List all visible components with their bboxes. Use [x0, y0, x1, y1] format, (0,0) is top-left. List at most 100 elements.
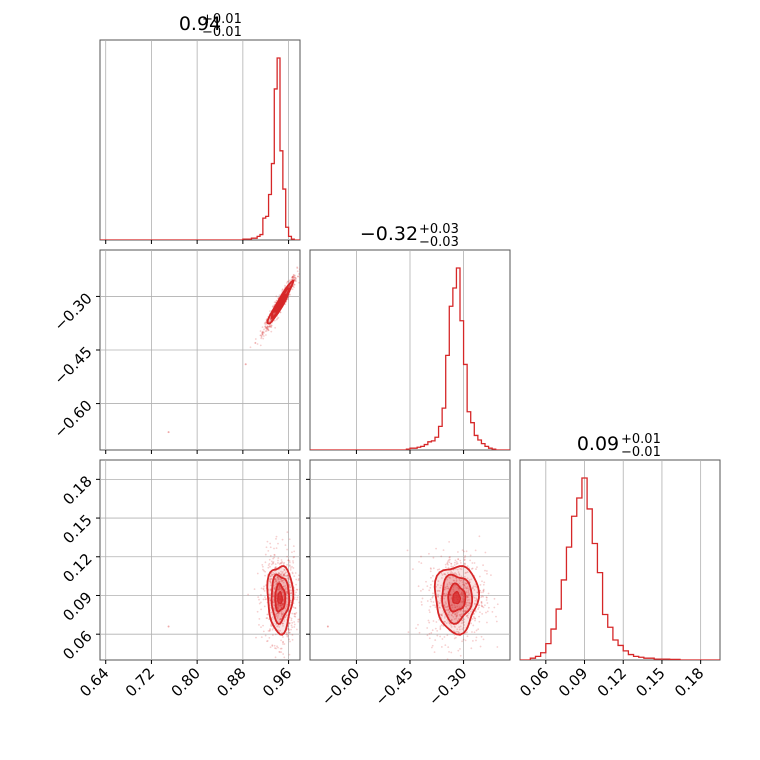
- scatter-point: [438, 568, 441, 571]
- scatter-point: [268, 580, 271, 583]
- scatter-point: [299, 604, 300, 607]
- scatter-point: [289, 565, 291, 568]
- scatter-point: [271, 573, 274, 576]
- scatter-point: [267, 329, 270, 331]
- scatter-point: [443, 636, 446, 638]
- scatter-point: [280, 562, 282, 565]
- scatter-point: [455, 563, 458, 565]
- scatter-point: [295, 588, 298, 591]
- scatter-point: [455, 579, 458, 582]
- scatter-point: [287, 628, 290, 631]
- scatter-point: [272, 571, 274, 574]
- scatter-point: [281, 570, 284, 573]
- scatter-point: [282, 653, 285, 655]
- scatter-point: [278, 294, 281, 297]
- scatter-point: [481, 605, 484, 608]
- scatter-point: [462, 600, 465, 603]
- scatter-point: [458, 572, 461, 575]
- scatter-point: [463, 585, 466, 588]
- scatter-point: [465, 550, 468, 553]
- scatter-point: [293, 615, 296, 618]
- scatter-point: [465, 602, 468, 605]
- scatter-point: [276, 576, 279, 579]
- scatter-point: [443, 617, 446, 619]
- scatter-point: [260, 336, 263, 339]
- scatter-point: [272, 595, 275, 598]
- scatter-point: [431, 595, 434, 598]
- scatter-point: [264, 330, 267, 333]
- scatter-point: [270, 625, 273, 627]
- scatter-point: [420, 590, 422, 592]
- scatter-point: [455, 560, 458, 563]
- scatter-point: [440, 555, 443, 558]
- scatter-point: [266, 326, 269, 329]
- scatter-point: [462, 638, 465, 641]
- scatter-point: [261, 563, 264, 566]
- scatter-point: [269, 319, 272, 321]
- scatter-point: [290, 619, 293, 622]
- scatter-point: [457, 571, 460, 574]
- gridlines: [356, 250, 464, 450]
- scatter-point: [284, 572, 287, 575]
- scatter-point: [277, 578, 280, 581]
- scatter-point: [292, 567, 295, 569]
- scatter-point: [293, 613, 296, 615]
- scatter-point: [297, 275, 299, 278]
- scatter-point: [474, 585, 477, 588]
- scatter-point: [431, 629, 434, 632]
- scatter-point: [444, 573, 447, 576]
- scatter-point: [452, 579, 455, 582]
- scatter-point: [463, 559, 466, 562]
- scatter-point: [291, 278, 294, 281]
- scatter-point: [279, 618, 282, 620]
- scatter-point: [479, 583, 482, 586]
- scatter-point: [280, 617, 282, 620]
- scatter-point: [290, 278, 293, 281]
- title-err-minus-param-0: −0.01: [202, 25, 242, 40]
- scatter-point: [281, 538, 284, 541]
- scatter-point: [276, 616, 279, 619]
- scatter-point: [454, 572, 456, 574]
- scatter-point: [280, 639, 282, 642]
- scatter-point: [280, 580, 283, 583]
- gridlines: [545, 460, 702, 660]
- scatter-point: [445, 622, 448, 625]
- scatter-point: [480, 635, 483, 638]
- scatter-point: [260, 636, 263, 639]
- scatter-point: [472, 616, 475, 618]
- scatter-point: [412, 568, 414, 571]
- scatter-point: [261, 565, 264, 568]
- scatter-point: [440, 572, 443, 575]
- scatter-point: [446, 562, 449, 565]
- scatter-point: [450, 598, 453, 600]
- scatter-point: [297, 620, 300, 623]
- scatter-point: [295, 578, 298, 581]
- scatter-point: [484, 551, 487, 554]
- scatter-point: [448, 581, 451, 584]
- scatter-point: [278, 563, 281, 565]
- scatter-point: [444, 620, 447, 623]
- scatter-point: [273, 319, 276, 322]
- scatter-point: [459, 567, 462, 570]
- gridlines: [100, 250, 300, 450]
- scatter-point: [470, 622, 473, 625]
- scatter-point: [280, 615, 283, 618]
- scatter-point: [275, 647, 278, 650]
- scatter-point: [463, 556, 466, 559]
- scatter-point: [444, 644, 447, 647]
- scatter-point: [459, 609, 462, 612]
- scatter-point: [285, 614, 288, 617]
- scatter-point: [448, 622, 451, 625]
- scatter-point: [293, 623, 296, 626]
- scatter-point: [474, 619, 476, 622]
- scatter-point: [460, 568, 463, 571]
- scatter-point: [452, 616, 455, 618]
- scatter-point: [466, 614, 469, 617]
- scatter-point: [454, 613, 456, 616]
- scatter-point: [446, 561, 449, 564]
- scatter-point: [282, 563, 285, 565]
- x-tick-label: −0.60: [318, 664, 363, 709]
- x-tick-label: 0.80: [168, 664, 204, 700]
- scatter-point: [264, 325, 267, 328]
